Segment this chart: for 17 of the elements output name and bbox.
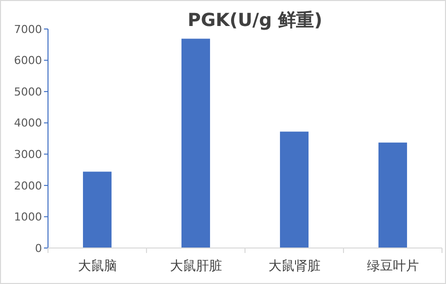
bar xyxy=(378,142,408,248)
x-tick-label: 绿豆叶片 xyxy=(366,259,419,274)
y-tick-label: 6000 xyxy=(14,54,42,68)
x-tick-label: 大鼠肝脏 xyxy=(170,259,222,274)
y-tick-label: 5000 xyxy=(14,85,42,98)
bar xyxy=(82,172,112,248)
y-tick-label: 3000 xyxy=(14,148,42,161)
chart-title: PGK(U/g 鲜重) xyxy=(188,10,322,31)
x-tick-label: 大鼠肾脏 xyxy=(268,259,320,274)
y-tick-label: 7000 xyxy=(14,22,42,36)
y-tick-label: 2000 xyxy=(14,179,42,192)
bar xyxy=(181,38,210,248)
y-tick-label: 0 xyxy=(35,242,42,255)
x-tick-label: 大鼠脑 xyxy=(78,259,117,274)
y-tick-label: 4000 xyxy=(14,116,42,130)
y-tick-label: 1000 xyxy=(14,210,42,224)
bar xyxy=(280,132,309,248)
